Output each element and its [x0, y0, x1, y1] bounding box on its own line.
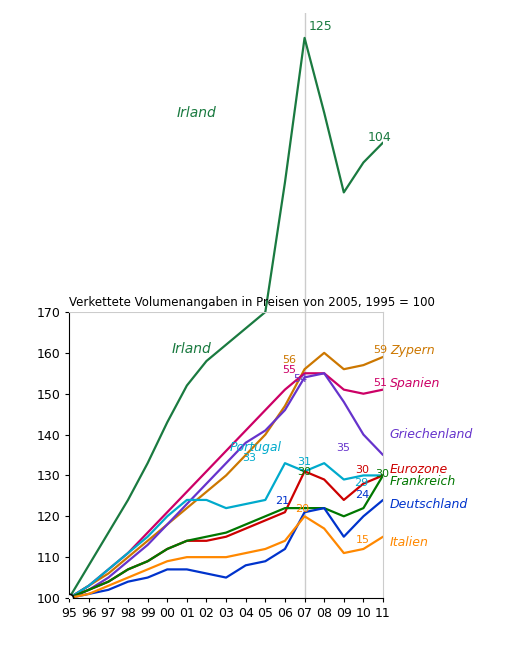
Text: 20: 20 — [295, 504, 309, 514]
Text: Portugal: Portugal — [230, 441, 282, 454]
Text: Deutschland: Deutschland — [390, 497, 468, 510]
Text: Italien: Italien — [390, 536, 429, 549]
Text: Frankreich: Frankreich — [390, 475, 456, 488]
Text: 33: 33 — [242, 453, 256, 463]
Text: 24: 24 — [355, 490, 370, 500]
Text: 30: 30 — [297, 467, 311, 478]
Text: Spanien: Spanien — [390, 377, 440, 390]
Text: Eurozone: Eurozone — [390, 463, 448, 476]
Text: 21: 21 — [275, 496, 289, 506]
Text: 30: 30 — [375, 469, 389, 480]
Text: 56: 56 — [282, 355, 296, 365]
Text: Zypern: Zypern — [390, 344, 435, 358]
Text: Irland: Irland — [177, 106, 217, 120]
Text: Griechenland: Griechenland — [390, 428, 473, 441]
Text: 30: 30 — [355, 465, 370, 475]
Text: 31: 31 — [297, 457, 311, 467]
Text: 59: 59 — [373, 345, 387, 355]
Text: 54: 54 — [293, 374, 307, 383]
Text: 125: 125 — [309, 20, 332, 33]
Text: Verkettete Volumenangaben in Preisen von 2005, 1995 = 100: Verkettete Volumenangaben in Preisen von… — [69, 296, 435, 309]
Text: Irland: Irland — [171, 342, 211, 356]
Text: 15: 15 — [355, 535, 370, 545]
Text: 51: 51 — [373, 378, 387, 387]
Text: 55: 55 — [282, 365, 296, 375]
Text: 104: 104 — [368, 131, 391, 144]
Text: 29: 29 — [355, 478, 369, 488]
Text: 35: 35 — [336, 443, 350, 453]
